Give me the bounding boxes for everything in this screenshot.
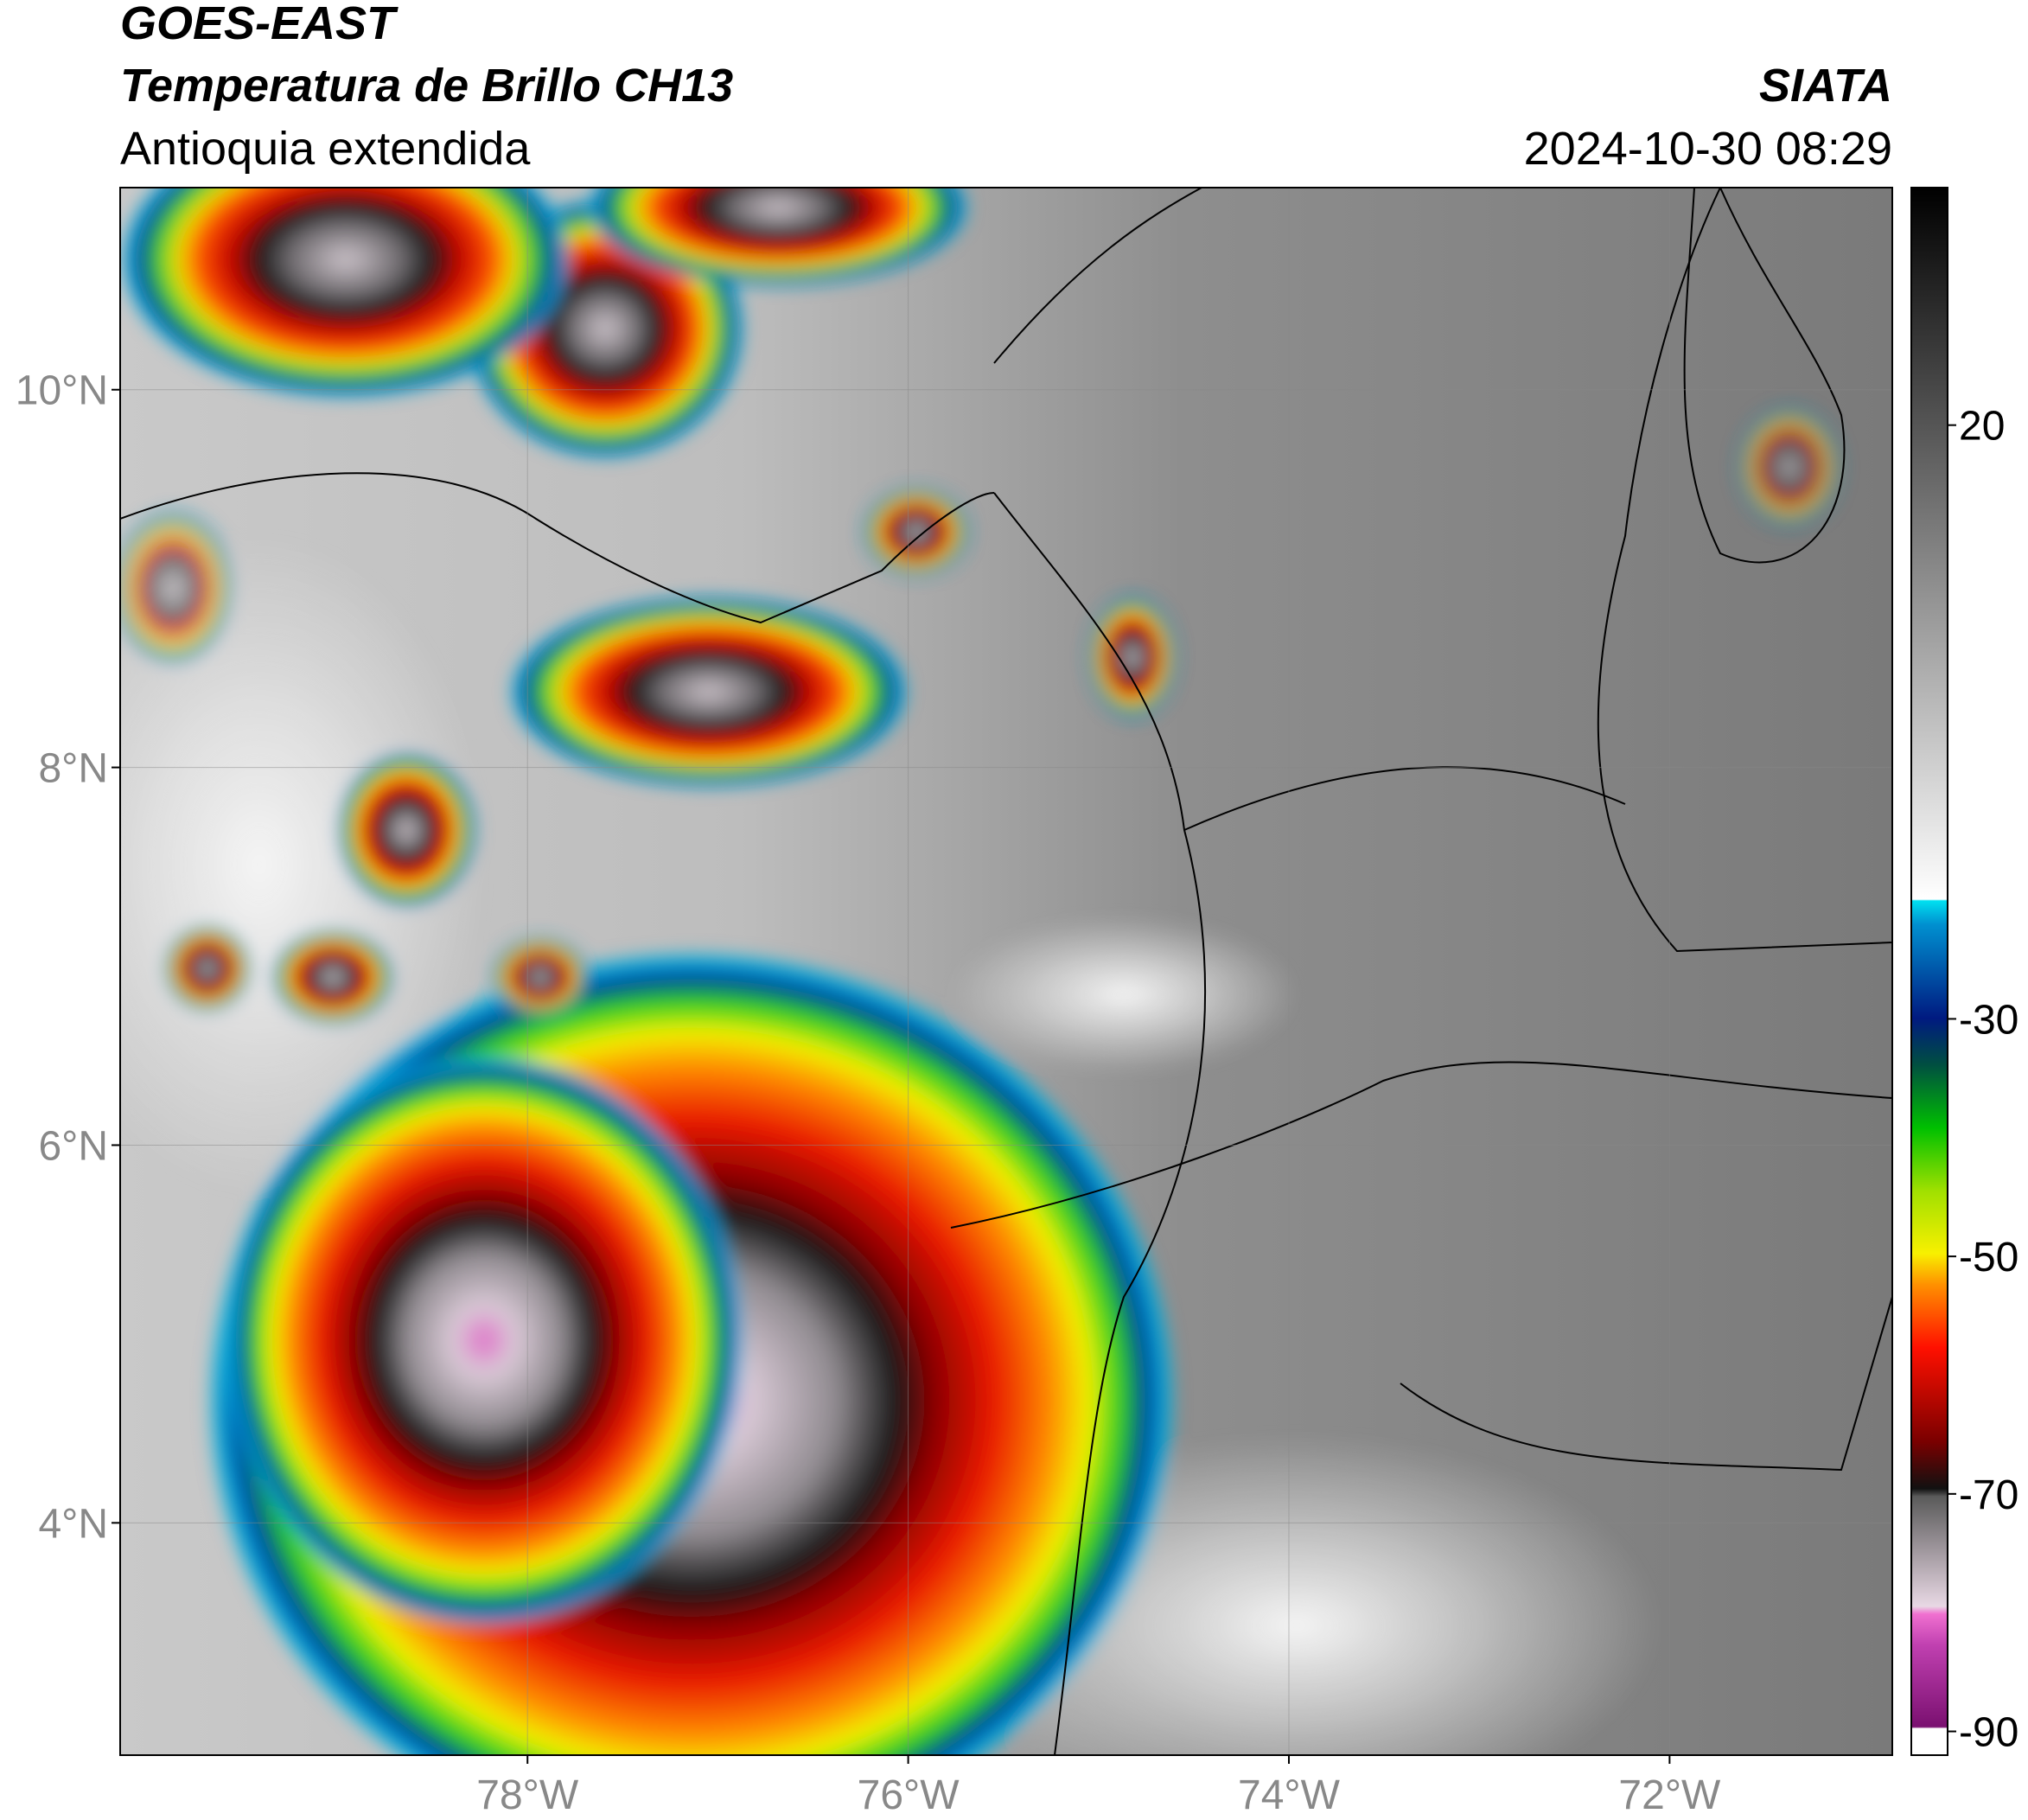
lon-tick-label: 74°W <box>1238 1772 1341 1816</box>
graticule <box>120 188 1892 1755</box>
colorbar <box>1910 187 1948 1756</box>
lon-tick-label: 72°W <box>1618 1772 1721 1816</box>
colorbar-tick-label: 20 <box>1959 404 2005 450</box>
title: GOES-EAST <box>120 0 399 49</box>
lon-tick-label: 78°W <box>476 1772 579 1816</box>
map-frame <box>119 187 1893 1756</box>
colorbar-tick-label: -30 <box>1959 997 2018 1043</box>
satellite-image <box>120 188 1892 1755</box>
region: Antioquia extendida <box>120 123 531 175</box>
colorbar-tick-label: -50 <box>1959 1235 2018 1280</box>
lat-tick-label: 10°N <box>16 368 108 414</box>
lat-tick-label: 8°N <box>38 746 108 792</box>
lat-tick-label: 4°N <box>38 1501 108 1547</box>
subtitle: Temperatura de Brillo CH13 <box>120 60 733 112</box>
lat-tick-label: 6°N <box>38 1123 108 1169</box>
source: SIATA <box>1759 60 1892 112</box>
lon-tick-label: 76°W <box>858 1772 960 1816</box>
datetime: 2024-10-30 08:29 <box>1524 123 1892 175</box>
colorbar-tick-label: -70 <box>1959 1472 2018 1518</box>
colorbar-tick-label: -90 <box>1959 1710 2018 1756</box>
